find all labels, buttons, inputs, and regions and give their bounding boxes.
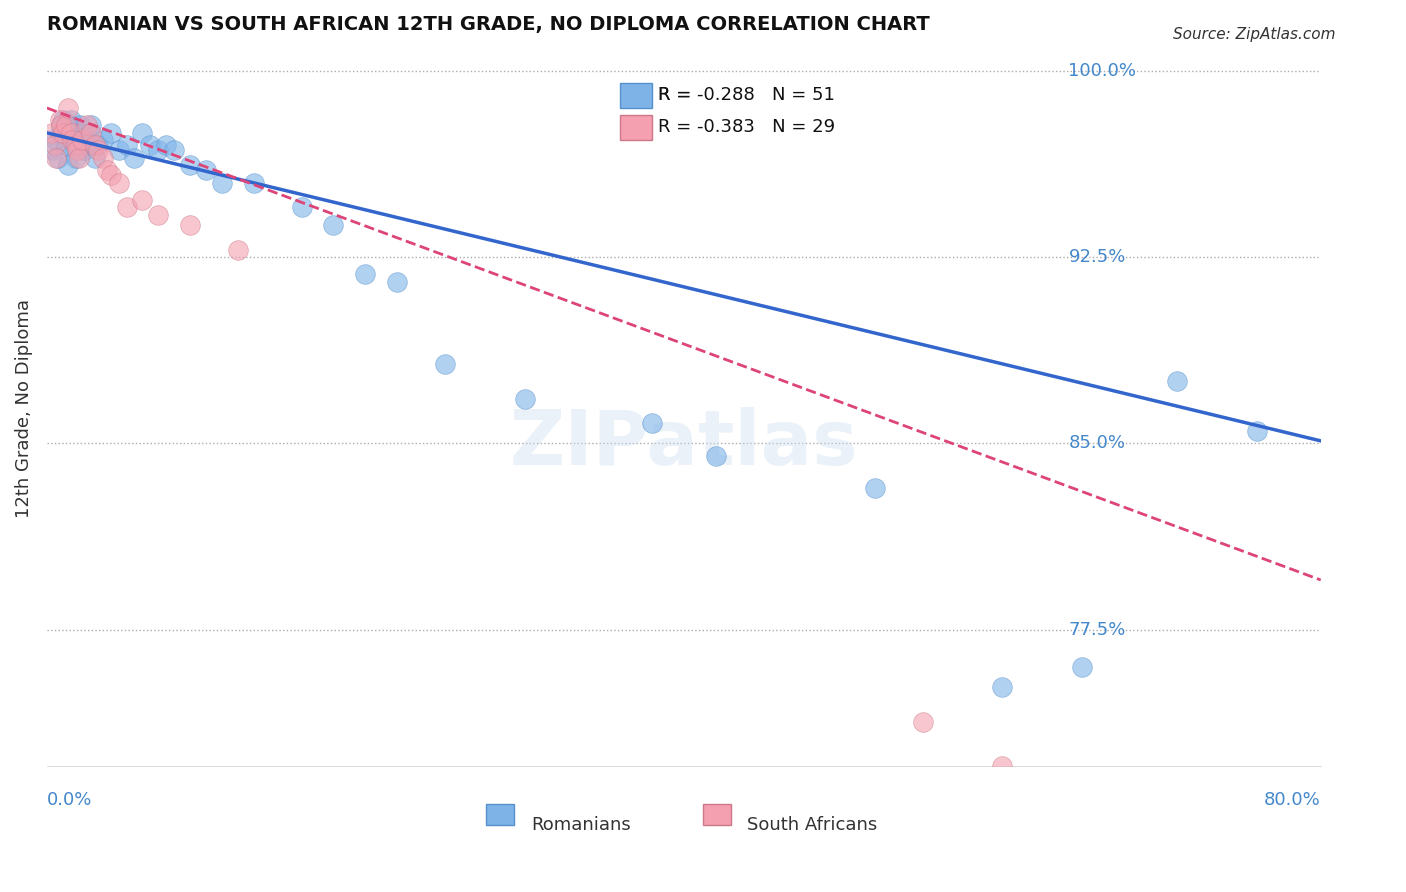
- Point: [96, 163, 118, 178]
- Point: [148, 143, 170, 157]
- Text: R = -0.288   N = 51: R = -0.288 N = 51: [658, 87, 835, 104]
- Point: [863, 481, 886, 495]
- Point: [148, 208, 170, 222]
- Point: [67, 151, 90, 165]
- Text: 85.0%: 85.0%: [1069, 434, 1125, 452]
- Point: [211, 176, 233, 190]
- Point: [70, 133, 93, 147]
- Text: R =: R =: [658, 87, 697, 104]
- Point: [59, 113, 82, 128]
- Point: [59, 126, 82, 140]
- Text: Source: ZipAtlas.com: Source: ZipAtlas.com: [1173, 27, 1336, 42]
- Point: [56, 101, 79, 115]
- Point: [100, 126, 122, 140]
- Point: [433, 357, 456, 371]
- Text: ZIPatlas: ZIPatlas: [509, 408, 858, 482]
- Point: [155, 138, 177, 153]
- Point: [60, 133, 83, 147]
- Point: [66, 138, 89, 153]
- Text: Romanians: Romanians: [531, 816, 631, 834]
- Point: [60, 126, 83, 140]
- Point: [163, 143, 186, 157]
- Point: [322, 218, 344, 232]
- Text: 0.0%: 0.0%: [46, 791, 93, 809]
- Point: [83, 151, 105, 165]
- Point: [55, 119, 77, 133]
- Point: [76, 138, 98, 153]
- Point: [354, 268, 377, 282]
- Point: [67, 133, 90, 147]
- Point: [139, 138, 162, 153]
- Point: [1246, 424, 1268, 438]
- Point: [179, 218, 201, 232]
- Point: [65, 138, 87, 153]
- FancyBboxPatch shape: [620, 83, 652, 108]
- Text: South Africans: South Africans: [748, 816, 877, 834]
- Y-axis label: 12th Grade, No Diploma: 12th Grade, No Diploma: [15, 299, 32, 518]
- Point: [69, 119, 91, 133]
- Point: [991, 759, 1014, 773]
- Point: [80, 119, 103, 133]
- Point: [42, 143, 65, 157]
- Point: [641, 417, 664, 431]
- Point: [55, 138, 77, 153]
- Point: [70, 126, 93, 140]
- Point: [87, 138, 110, 153]
- Point: [72, 143, 94, 157]
- Point: [991, 680, 1014, 694]
- Point: [48, 113, 70, 128]
- Point: [45, 151, 67, 165]
- Point: [124, 151, 146, 165]
- Point: [53, 126, 76, 140]
- Point: [51, 119, 73, 133]
- Point: [243, 176, 266, 190]
- Text: 77.5%: 77.5%: [1069, 621, 1126, 639]
- FancyBboxPatch shape: [486, 804, 515, 825]
- Point: [291, 200, 314, 214]
- Point: [91, 133, 114, 147]
- Text: 92.5%: 92.5%: [1069, 248, 1126, 266]
- Point: [195, 163, 218, 178]
- Point: [87, 143, 110, 157]
- Point: [91, 151, 114, 165]
- Point: [107, 143, 129, 157]
- Text: 80.0%: 80.0%: [1264, 791, 1320, 809]
- Point: [107, 176, 129, 190]
- Point: [56, 158, 79, 172]
- Point: [66, 143, 89, 157]
- Point: [51, 119, 73, 133]
- FancyBboxPatch shape: [703, 804, 731, 825]
- Point: [1070, 660, 1092, 674]
- Point: [44, 138, 66, 153]
- Point: [52, 126, 75, 140]
- Point: [58, 119, 80, 133]
- Point: [48, 126, 70, 140]
- Point: [52, 113, 75, 128]
- Point: [100, 168, 122, 182]
- Point: [83, 138, 105, 153]
- Point: [513, 392, 536, 406]
- Point: [131, 193, 153, 207]
- Point: [115, 200, 138, 214]
- Point: [226, 243, 249, 257]
- Point: [704, 449, 727, 463]
- Text: ROMANIAN VS SOUTH AFRICAN 12TH GRADE, NO DIPLOMA CORRELATION CHART: ROMANIAN VS SOUTH AFRICAN 12TH GRADE, NO…: [46, 15, 929, 34]
- Point: [45, 133, 67, 147]
- Point: [1166, 374, 1188, 388]
- Text: R = -0.383   N = 29: R = -0.383 N = 29: [658, 119, 835, 136]
- Point: [179, 158, 201, 172]
- Point: [41, 126, 63, 140]
- Text: 100.0%: 100.0%: [1069, 62, 1136, 79]
- Point: [63, 138, 86, 153]
- Point: [46, 151, 69, 165]
- Point: [385, 275, 408, 289]
- Point: [65, 151, 87, 165]
- Point: [131, 126, 153, 140]
- Point: [79, 126, 101, 140]
- Point: [80, 126, 103, 140]
- Point: [911, 714, 934, 729]
- FancyBboxPatch shape: [620, 115, 652, 140]
- Point: [76, 119, 98, 133]
- Point: [115, 138, 138, 153]
